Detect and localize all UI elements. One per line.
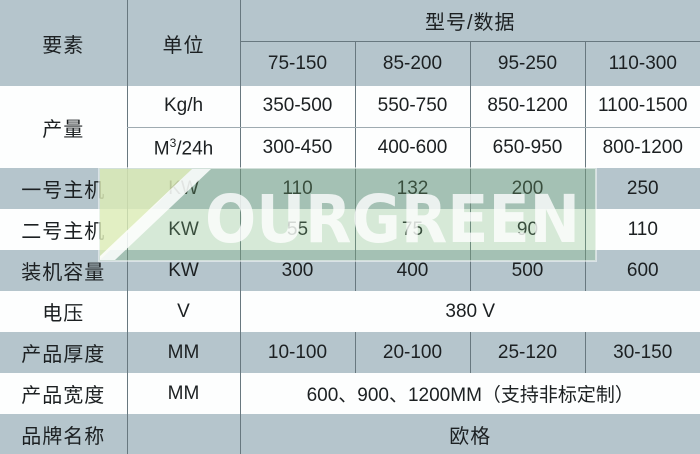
cell-value: 1100-1500 bbox=[584, 86, 700, 128]
cell-brand-merged: 欧格 bbox=[239, 414, 700, 454]
cell-value: 110 bbox=[584, 209, 700, 250]
unit-m3-tail: /24h bbox=[176, 137, 214, 159]
table-row: 一号主机 KW 110 132 200 250 bbox=[0, 168, 700, 209]
unit-v: V bbox=[126, 291, 240, 332]
unit-m3-base: M bbox=[153, 137, 170, 159]
unit-kgh: Kg/h bbox=[126, 86, 240, 128]
cell-value: 200 bbox=[469, 168, 585, 209]
cell-voltage-merged: 380 V bbox=[239, 291, 700, 332]
table-row: 产品厚度 MM 10-100 20-100 25-120 30-150 bbox=[0, 332, 700, 373]
header-model-2: 85-200 bbox=[354, 41, 470, 86]
cell-value: 650-950 bbox=[469, 127, 585, 168]
cell-value: 90 bbox=[469, 209, 585, 250]
cell-value: 400 bbox=[354, 250, 470, 291]
unit-m3-24h: M3/24h bbox=[126, 127, 240, 168]
cell-value: 110 bbox=[239, 168, 355, 209]
cell-value: 30-150 bbox=[584, 332, 700, 373]
row-label-output: 产量 bbox=[0, 86, 127, 168]
table-row: 要素 单位 型号/数据 bbox=[0, 0, 700, 86]
cell-value: 400-600 bbox=[354, 127, 470, 168]
header-factor: 要素 bbox=[0, 0, 127, 86]
unit-kw: KW bbox=[126, 250, 240, 291]
table-row: 装机容量 KW 300 400 500 600 bbox=[0, 250, 700, 291]
cell-value: 600 bbox=[584, 250, 700, 291]
header-model-3: 95-250 bbox=[469, 41, 585, 86]
header-model-4: 110-300 bbox=[584, 41, 700, 86]
row-label-capacity: 装机容量 bbox=[0, 250, 127, 291]
cell-value: 20-100 bbox=[354, 332, 470, 373]
row-label-width: 产品宽度 bbox=[0, 373, 127, 414]
cell-value: 132 bbox=[354, 168, 470, 209]
cell-value: 350-500 bbox=[239, 86, 355, 128]
header-unit: 单位 bbox=[126, 0, 240, 86]
unit-m3-sup: 3 bbox=[169, 135, 177, 150]
header-model-1: 75-150 bbox=[239, 41, 355, 86]
row-label-thickness: 产品厚度 bbox=[0, 332, 127, 373]
unit-kw: KW bbox=[126, 209, 240, 250]
table-row: 品牌名称 欧格 bbox=[0, 414, 700, 454]
cell-value: 550-750 bbox=[354, 86, 470, 128]
cell-value: 55 bbox=[239, 209, 355, 250]
unit-mm: MM bbox=[126, 332, 240, 373]
table-row: 产量 Kg/h 350-500 550-750 850-1200 1100-15… bbox=[0, 86, 700, 168]
table-row: 电压 V 380 V bbox=[0, 291, 700, 332]
row-label-brand: 品牌名称 bbox=[0, 414, 127, 454]
table-row: 二号主机 KW 55 75 90 110 bbox=[0, 209, 700, 250]
cell-width-merged: 600、900、1200MM（支持非标定制） bbox=[239, 373, 700, 414]
cell-value: 500 bbox=[469, 250, 585, 291]
row-label-voltage: 电压 bbox=[0, 291, 127, 332]
cell-value: 800-1200 bbox=[584, 127, 700, 168]
table-row: M3/24h 300-450 400-600 650-950 800-1200 bbox=[0, 127, 700, 168]
cell-value: 300-450 bbox=[239, 127, 355, 168]
unit-empty bbox=[126, 414, 240, 454]
cell-value: 75 bbox=[354, 209, 470, 250]
header-model-group: 型号/数据 bbox=[239, 0, 700, 42]
cell-value: 250 bbox=[584, 168, 700, 209]
row-label-host2: 二号主机 bbox=[0, 209, 127, 250]
cell-value: 300 bbox=[239, 250, 355, 291]
table-row: 75-150 85-200 95-250 110-300 bbox=[0, 41, 700, 86]
unit-kw: KW bbox=[126, 168, 240, 209]
cell-value: 25-120 bbox=[469, 332, 585, 373]
row-label-host1: 一号主机 bbox=[0, 168, 127, 209]
unit-mm: MM bbox=[126, 373, 240, 414]
cell-value: 850-1200 bbox=[469, 86, 585, 128]
table-row: 产品宽度 MM 600、900、1200MM（支持非标定制） bbox=[0, 373, 700, 414]
cell-value: 10-100 bbox=[239, 332, 355, 373]
